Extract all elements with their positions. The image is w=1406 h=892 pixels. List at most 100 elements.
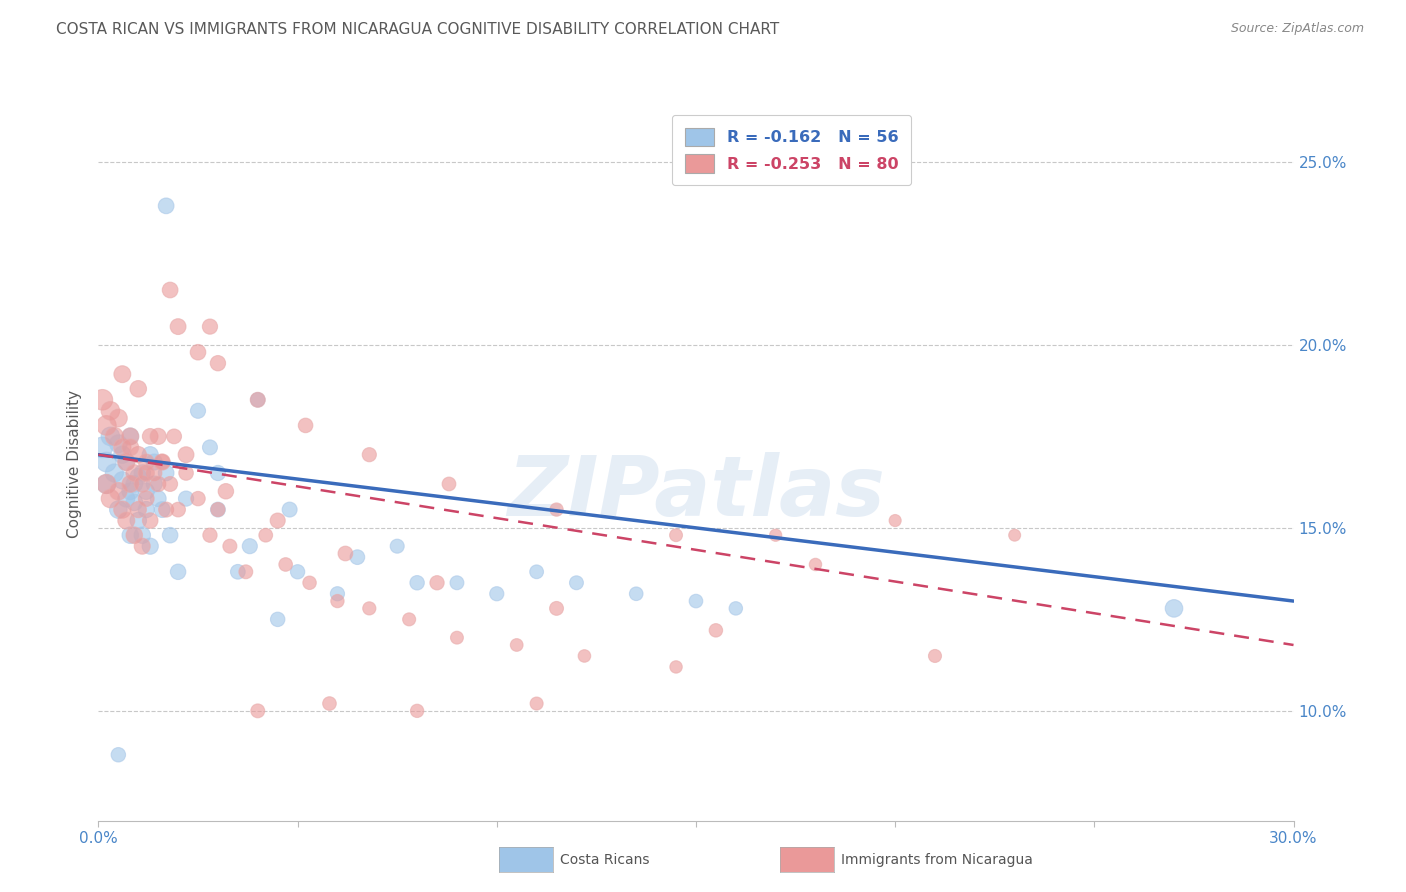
Point — [359, 601, 381, 615]
Point — [359, 448, 381, 462]
Point — [120, 484, 142, 499]
Point — [207, 466, 229, 480]
Point — [124, 495, 146, 509]
Point — [127, 469, 149, 483]
Point — [124, 528, 146, 542]
Point — [107, 484, 129, 499]
Point — [287, 565, 309, 579]
Point — [107, 436, 129, 450]
Point — [446, 575, 468, 590]
Point — [150, 455, 173, 469]
Point — [135, 455, 157, 469]
Point — [103, 429, 125, 443]
Point — [135, 466, 157, 480]
Point — [174, 466, 197, 480]
Point — [131, 466, 153, 480]
Point — [546, 502, 568, 516]
Point — [120, 441, 142, 455]
Point — [724, 601, 747, 615]
Point — [506, 638, 529, 652]
Point — [574, 648, 596, 663]
Point — [318, 697, 340, 711]
Text: Immigrants from Nicaragua: Immigrants from Nicaragua — [841, 853, 1032, 867]
Point — [804, 558, 827, 572]
Point — [207, 502, 229, 516]
Point — [91, 441, 114, 455]
Point — [526, 565, 548, 579]
Point — [526, 697, 548, 711]
Point — [96, 477, 118, 491]
Point — [150, 455, 173, 469]
Point — [215, 484, 238, 499]
Point — [148, 491, 170, 506]
Point — [115, 491, 138, 506]
Point — [246, 704, 269, 718]
Point — [226, 565, 249, 579]
Point — [120, 429, 142, 443]
Text: Costa Ricans: Costa Ricans — [560, 853, 650, 867]
Point — [139, 514, 162, 528]
Point — [131, 477, 153, 491]
Point — [139, 448, 162, 462]
Point — [246, 392, 269, 407]
Point — [278, 502, 301, 516]
Point — [685, 594, 707, 608]
Point — [96, 477, 118, 491]
Point — [665, 660, 688, 674]
Point — [148, 429, 170, 443]
Point — [665, 528, 688, 542]
Point — [398, 612, 420, 626]
Point — [143, 466, 166, 480]
Point — [163, 429, 186, 443]
Point — [437, 477, 460, 491]
Point — [111, 441, 134, 455]
Point — [924, 648, 946, 663]
Point — [298, 575, 321, 590]
Legend: R = -0.162   N = 56, R = -0.253   N = 80: R = -0.162 N = 56, R = -0.253 N = 80 — [672, 115, 911, 186]
Point — [96, 455, 118, 469]
Point — [100, 404, 122, 418]
Point — [1004, 528, 1026, 542]
Point — [446, 631, 468, 645]
Point — [274, 558, 297, 572]
Point — [346, 550, 368, 565]
Point — [159, 477, 181, 491]
Point — [167, 565, 190, 579]
Point — [406, 575, 429, 590]
Point — [235, 565, 257, 579]
Point — [294, 418, 316, 433]
Point — [150, 502, 173, 516]
Point — [246, 392, 269, 407]
Point — [127, 382, 149, 396]
Point — [207, 502, 229, 516]
Point — [426, 575, 449, 590]
Point — [884, 514, 907, 528]
Point — [187, 345, 209, 359]
Point — [143, 477, 166, 491]
Point — [626, 587, 648, 601]
Point — [120, 429, 142, 443]
Point — [115, 514, 138, 528]
Point — [174, 448, 197, 462]
Point — [107, 747, 129, 762]
Point — [131, 539, 153, 553]
Point — [198, 441, 221, 455]
Point — [198, 319, 221, 334]
Point — [239, 539, 262, 553]
Point — [135, 502, 157, 516]
Point — [124, 477, 146, 491]
Point — [155, 502, 177, 516]
Point — [406, 704, 429, 718]
Point — [187, 404, 209, 418]
Point — [107, 411, 129, 425]
Point — [120, 528, 142, 542]
Point — [100, 429, 122, 443]
Point — [127, 502, 149, 516]
Point — [155, 466, 177, 480]
Point — [267, 612, 290, 626]
Point — [127, 514, 149, 528]
Point — [546, 601, 568, 615]
Point — [131, 528, 153, 542]
Point — [187, 491, 209, 506]
Point — [174, 491, 197, 506]
